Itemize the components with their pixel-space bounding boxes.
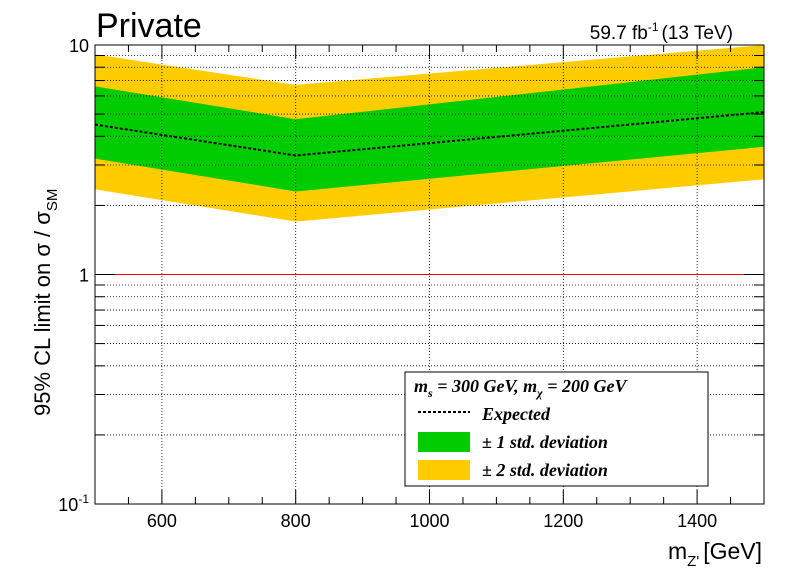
- lumi-main: 59.7 fb: [590, 23, 648, 44]
- legend: ms = 300 GeV, mχ = 200 GeV Expected ± 1 …: [404, 371, 709, 487]
- y-tick-label: 1: [79, 266, 89, 286]
- x-tick-label-1200: 1200: [543, 511, 583, 531]
- legend-header-s2: χ: [535, 386, 543, 400]
- y-tick-label-main: 10: [58, 495, 78, 515]
- legend-header-eq2: = 200 GeV: [543, 376, 629, 396]
- x-axis-label: mZ' [GeV]: [668, 538, 762, 570]
- y-axis-label: 95% CL limit on σ / σSM: [30, 189, 61, 416]
- legend-1sigma-swatch: [418, 432, 470, 452]
- lumi-sup: -1: [648, 20, 659, 34]
- x-tick-label-1000: 1000: [409, 511, 449, 531]
- legend-1sigma-label: ± 1 std. deviation: [482, 432, 608, 452]
- y-tick-label: 10-1: [58, 492, 89, 515]
- legend-2sigma-label: ± 2 std. deviation: [482, 460, 608, 480]
- legend-expected-label: Expected: [481, 404, 551, 424]
- y-axis-label-main: 95% CL limit on σ / σ: [30, 211, 55, 416]
- y-axis-label-sub: SM: [44, 189, 61, 212]
- legend-2sigma-swatch: [418, 460, 470, 480]
- legend-header-m2: m: [523, 376, 537, 396]
- lumi-energy: (13 TeV): [662, 23, 733, 44]
- chart-title: Private: [96, 7, 202, 45]
- y-tick-label-main: 1: [79, 266, 89, 286]
- y-tick-label-sup: -1: [78, 492, 89, 506]
- legend-header-m1: m: [414, 376, 428, 396]
- x-axis-label-sub: Z': [687, 553, 699, 570]
- legend-header-eq1: = 300 GeV,: [433, 376, 523, 396]
- legend-header-s1: s: [427, 386, 433, 400]
- lines-layer: [94, 111, 765, 275]
- x-tick-label-600: 600: [147, 511, 177, 531]
- y-tick-label-main: 10: [69, 36, 89, 56]
- x-tick-label-800: 800: [281, 511, 311, 531]
- x-axis-label-unit: [GeV]: [703, 538, 762, 564]
- expected-line: [94, 111, 765, 157]
- legend-header: ms = 300 GeV, mχ = 200 GeV: [414, 376, 628, 400]
- y-tick-label: 10: [69, 36, 89, 56]
- lumi-label: 59.7 fb-1 (13 TeV): [590, 20, 733, 44]
- x-tick-label-1400: 1400: [677, 511, 717, 531]
- x-axis-label-main: m: [668, 538, 687, 564]
